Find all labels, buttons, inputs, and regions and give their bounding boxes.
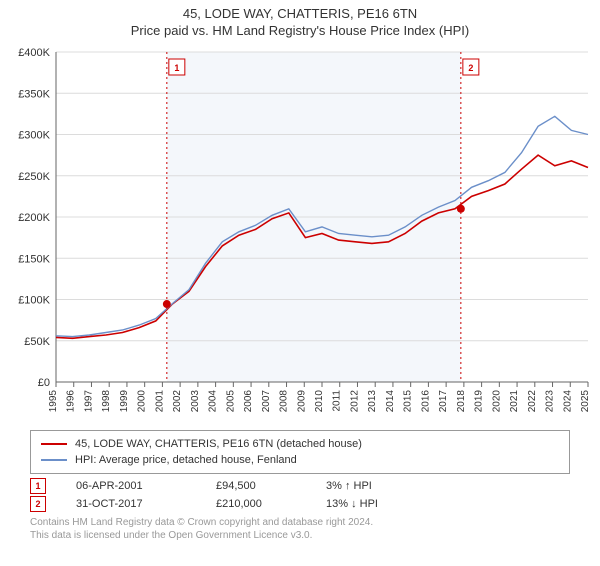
svg-text:£0: £0: [38, 377, 50, 389]
footer-line: This data is licensed under the Open Gov…: [30, 529, 570, 542]
svg-text:£50K: £50K: [24, 336, 50, 348]
svg-text:2018: 2018: [456, 390, 467, 413]
legend-item: HPI: Average price, detached house, Fenl…: [41, 452, 559, 468]
svg-text:2015: 2015: [403, 390, 414, 413]
legend-swatch: [41, 443, 67, 445]
svg-text:2005: 2005: [225, 390, 236, 413]
svg-text:2025: 2025: [580, 390, 591, 413]
svg-text:1999: 1999: [119, 390, 130, 413]
svg-text:2004: 2004: [208, 390, 219, 413]
svg-text:2022: 2022: [527, 390, 538, 413]
svg-text:2021: 2021: [509, 390, 520, 413]
svg-text:2017: 2017: [438, 390, 449, 413]
svg-text:2: 2: [468, 63, 473, 73]
svg-text:£400K: £400K: [18, 47, 50, 59]
svg-text:2011: 2011: [332, 390, 343, 412]
footer: Contains HM Land Registry data © Crown c…: [30, 516, 570, 542]
sale-badge: 2: [30, 496, 46, 512]
sale-date: 31-OCT-2017: [76, 498, 186, 510]
sale-price: £94,500: [216, 480, 296, 492]
svg-text:2016: 2016: [420, 390, 431, 413]
svg-text:£100K: £100K: [18, 295, 50, 307]
page-subtitle: Price paid vs. HM Land Registry's House …: [0, 23, 600, 38]
svg-text:£250K: £250K: [18, 171, 50, 183]
svg-text:2000: 2000: [137, 390, 148, 413]
svg-text:2024: 2024: [562, 390, 573, 413]
legend-label: HPI: Average price, detached house, Fenl…: [75, 452, 297, 468]
sale-price: £210,000: [216, 498, 296, 510]
sale-pct: 3% ↑ HPI: [326, 480, 456, 492]
legend-item: 45, LODE WAY, CHATTERIS, PE16 6TN (detac…: [41, 436, 559, 452]
sale-row: 1 06-APR-2001 £94,500 3% ↑ HPI: [30, 478, 570, 494]
legend-swatch: [41, 459, 67, 461]
svg-text:2006: 2006: [243, 390, 254, 413]
sale-badge: 1: [30, 478, 46, 494]
sale-table: 1 06-APR-2001 £94,500 3% ↑ HPI 2 31-OCT-…: [30, 478, 570, 512]
svg-text:2020: 2020: [491, 390, 502, 413]
svg-text:£200K: £200K: [18, 212, 50, 224]
sale-row: 2 31-OCT-2017 £210,000 13% ↓ HPI: [30, 496, 570, 512]
svg-text:2014: 2014: [385, 390, 396, 413]
sale-pct: 13% ↓ HPI: [326, 498, 456, 510]
svg-text:2019: 2019: [474, 390, 485, 413]
svg-text:£350K: £350K: [18, 88, 50, 100]
svg-text:1997: 1997: [83, 390, 94, 413]
svg-text:1995: 1995: [48, 390, 59, 413]
legend-box: 45, LODE WAY, CHATTERIS, PE16 6TN (detac…: [30, 430, 570, 474]
svg-text:2003: 2003: [190, 390, 201, 413]
svg-text:1998: 1998: [101, 390, 112, 413]
svg-text:2008: 2008: [279, 390, 290, 413]
svg-text:2013: 2013: [367, 390, 378, 413]
page-title: 45, LODE WAY, CHATTERIS, PE16 6TN: [0, 6, 600, 21]
svg-text:1: 1: [174, 63, 179, 73]
svg-text:£300K: £300K: [18, 130, 50, 142]
sale-date: 06-APR-2001: [76, 480, 186, 492]
footer-line: Contains HM Land Registry data © Crown c…: [30, 516, 570, 529]
svg-text:2012: 2012: [349, 390, 360, 413]
svg-text:2009: 2009: [296, 390, 307, 413]
svg-text:2007: 2007: [261, 390, 272, 413]
price-chart: £0 £50K £100K £150K £200K £250K £300K £350K £400…: [0, 42, 600, 422]
legend-label: 45, LODE WAY, CHATTERIS, PE16 6TN (detac…: [75, 436, 362, 452]
chart-svg: £0 £50K £100K £150K £200K £250K £300K £350K £400…: [0, 42, 600, 422]
svg-text:2002: 2002: [172, 390, 183, 413]
svg-text:2001: 2001: [154, 390, 165, 413]
svg-text:£150K: £150K: [18, 253, 50, 265]
svg-text:2023: 2023: [545, 390, 556, 413]
svg-text:2010: 2010: [314, 390, 325, 413]
svg-text:1996: 1996: [66, 390, 77, 413]
